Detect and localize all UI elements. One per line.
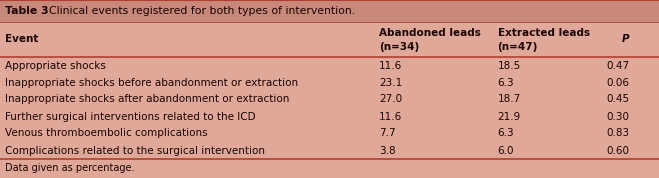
Text: 7.7: 7.7 [379, 129, 395, 138]
Text: (n=47): (n=47) [498, 42, 538, 52]
FancyBboxPatch shape [0, 0, 659, 22]
Text: Inappropriate shocks before abandonment or extraction: Inappropriate shocks before abandonment … [5, 77, 299, 88]
Text: Further surgical interventions related to the ICD: Further surgical interventions related t… [5, 111, 256, 122]
Text: 6.0: 6.0 [498, 145, 514, 156]
Text: P: P [621, 35, 629, 44]
Text: Extracted leads: Extracted leads [498, 27, 590, 38]
Text: Event: Event [5, 35, 39, 44]
Text: 11.6: 11.6 [379, 61, 402, 70]
Text: 0.45: 0.45 [606, 95, 629, 104]
Text: 11.6: 11.6 [379, 111, 402, 122]
Text: Inappropriate shocks after abandonment or extraction: Inappropriate shocks after abandonment o… [5, 95, 290, 104]
Text: 23.1: 23.1 [379, 77, 402, 88]
Text: 18.7: 18.7 [498, 95, 521, 104]
Text: 0.47: 0.47 [606, 61, 629, 70]
Text: Clinical events registered for both types of intervention.: Clinical events registered for both type… [49, 6, 356, 16]
Text: 0.06: 0.06 [606, 77, 629, 88]
Text: Appropriate shocks: Appropriate shocks [5, 61, 106, 70]
Text: 0.83: 0.83 [606, 129, 629, 138]
Text: Table 3: Table 3 [5, 6, 49, 16]
Text: Complications related to the surgical intervention: Complications related to the surgical in… [5, 145, 266, 156]
Text: 0.60: 0.60 [606, 145, 629, 156]
Text: Data given as percentage.: Data given as percentage. [5, 163, 135, 173]
Text: 6.3: 6.3 [498, 77, 514, 88]
Text: Abandoned leads: Abandoned leads [379, 27, 481, 38]
FancyBboxPatch shape [0, 22, 659, 57]
Text: 21.9: 21.9 [498, 111, 521, 122]
Text: 3.8: 3.8 [379, 145, 395, 156]
Text: 0.30: 0.30 [606, 111, 629, 122]
Text: Venous thromboembolic complications: Venous thromboembolic complications [5, 129, 208, 138]
Text: 6.3: 6.3 [498, 129, 514, 138]
Text: 18.5: 18.5 [498, 61, 521, 70]
Text: (n=34): (n=34) [379, 42, 419, 52]
Text: 27.0: 27.0 [379, 95, 402, 104]
